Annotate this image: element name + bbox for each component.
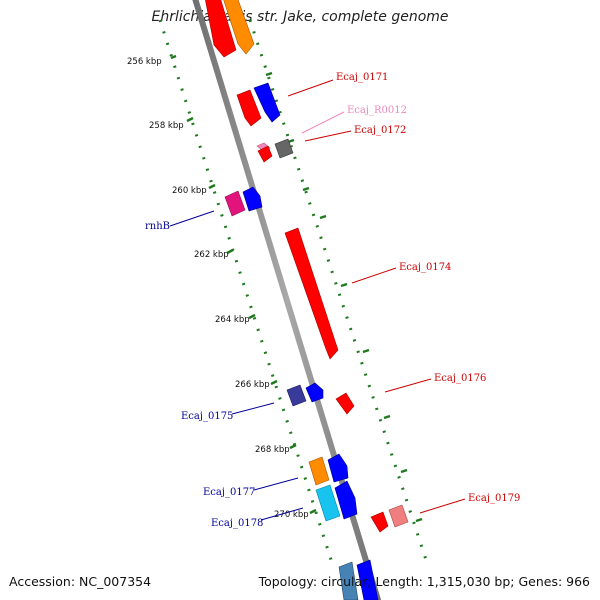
leader-line-ecaj-0175 xyxy=(231,402,275,415)
tick-label-268: 268 kbp xyxy=(255,445,290,455)
tick-mark xyxy=(265,71,273,77)
cds-arrow-red-0172 xyxy=(257,145,273,163)
tick-mark xyxy=(289,443,297,450)
gene-label-ecaj-0179: Ecaj_0179 xyxy=(468,493,520,504)
tick-mark xyxy=(186,116,194,123)
gene-label-ecaj-0172: Ecaj_0172 xyxy=(354,125,406,136)
leader-line-ecaj-0176 xyxy=(384,378,432,393)
tick-label-260: 260 kbp xyxy=(172,186,207,196)
cds-block-pink-0179 xyxy=(388,504,409,528)
gene-label-ecaj-0171: Ecaj_0171 xyxy=(336,72,388,83)
tick-label-262: 262 kbp xyxy=(194,250,229,260)
tick-mark xyxy=(362,348,370,354)
leader-line-ecaj-r0012 xyxy=(301,111,345,134)
tick-mark xyxy=(170,54,177,60)
accession-text: Accession: NC_007354 xyxy=(9,574,152,589)
scale-labels: 256 kbp 258 kbp 260 kbp 262 kbp 264 kbp … xyxy=(127,57,309,520)
genome-summary-text: Topology: circular; Length: 1,315,030 bp… xyxy=(258,574,590,589)
leader-line-ecaj-0171 xyxy=(287,79,334,97)
tick-mark xyxy=(208,183,216,190)
gene-label-ecaj-0175: Ecaj_0175 xyxy=(181,411,233,422)
tick-label-270: 270 kbp xyxy=(274,510,309,520)
tick-mark xyxy=(226,248,234,255)
tick-mark xyxy=(415,517,423,523)
gene-label-ecaj-0176: Ecaj_0176 xyxy=(434,373,486,384)
cds-arrow-blue-0177 xyxy=(327,453,349,483)
cds-block-navy-0175 xyxy=(286,384,307,407)
cds-arrow-red-top xyxy=(205,0,237,58)
leader-line-ecaj-0179 xyxy=(419,498,466,514)
tick-label-258: 258 kbp xyxy=(149,121,184,131)
leader-line-rnhb xyxy=(169,210,215,227)
tick-label-266: 266 kbp xyxy=(235,380,270,390)
gene-label-ecaj-r0012: Ecaj_R0012 xyxy=(347,105,407,116)
tick-label-256: 256 kbp xyxy=(127,57,162,67)
tick-mark xyxy=(270,379,278,386)
leader-line-ecaj-0177 xyxy=(253,477,299,491)
cds-arrow-red-0174 xyxy=(284,227,339,360)
gene-labels: Ecaj_0171 Ecaj_R0012 Ecaj_0172 rnhB Ecaj… xyxy=(145,72,520,529)
cds-arrow-red-0179 xyxy=(370,511,389,533)
leader-line-ecaj-0178 xyxy=(260,507,304,521)
cds-block-grey-0172 xyxy=(274,138,294,159)
cds-block-cyan-0178 xyxy=(315,484,341,522)
tick-mark xyxy=(383,414,391,420)
gene-label-rnhb: rnhB xyxy=(145,221,170,232)
leader-line-ecaj-0172 xyxy=(304,130,352,142)
tick-label-264: 264 kbp xyxy=(215,315,250,325)
cds-arrow-blue-bottom xyxy=(356,559,379,600)
cds-arrow-red-0171 xyxy=(236,89,262,127)
cds-block-orange-0177 xyxy=(308,456,330,486)
tick-mark xyxy=(340,282,348,288)
cds-arrow-blue-rnhb xyxy=(242,186,263,212)
cds-arrow-red-0176 xyxy=(335,392,355,415)
tick-mark xyxy=(309,508,317,515)
tick-mark xyxy=(319,214,327,220)
tick-mark xyxy=(248,313,256,320)
tick-mark xyxy=(302,186,310,192)
cds-block-steelblue-bottom xyxy=(338,561,359,600)
cds-block-magenta-rnhb xyxy=(224,190,246,217)
gene-label-ecaj-0174: Ecaj_0174 xyxy=(399,262,451,273)
gene-label-ecaj-0177: Ecaj_0177 xyxy=(203,487,255,498)
scale-ticks xyxy=(170,54,423,523)
gene-label-ecaj-0178: Ecaj_0178 xyxy=(211,518,263,529)
cds-arrow-blue-0171 xyxy=(253,82,281,123)
leader-line-ecaj-0174 xyxy=(351,267,397,284)
tick-mark xyxy=(400,468,408,474)
cds-arrow-orange-top xyxy=(223,0,255,55)
feature-blocks xyxy=(205,0,409,600)
cds-arrow-blue-0175 xyxy=(305,382,324,403)
cds-arrow-blue-0178 xyxy=(334,480,358,520)
